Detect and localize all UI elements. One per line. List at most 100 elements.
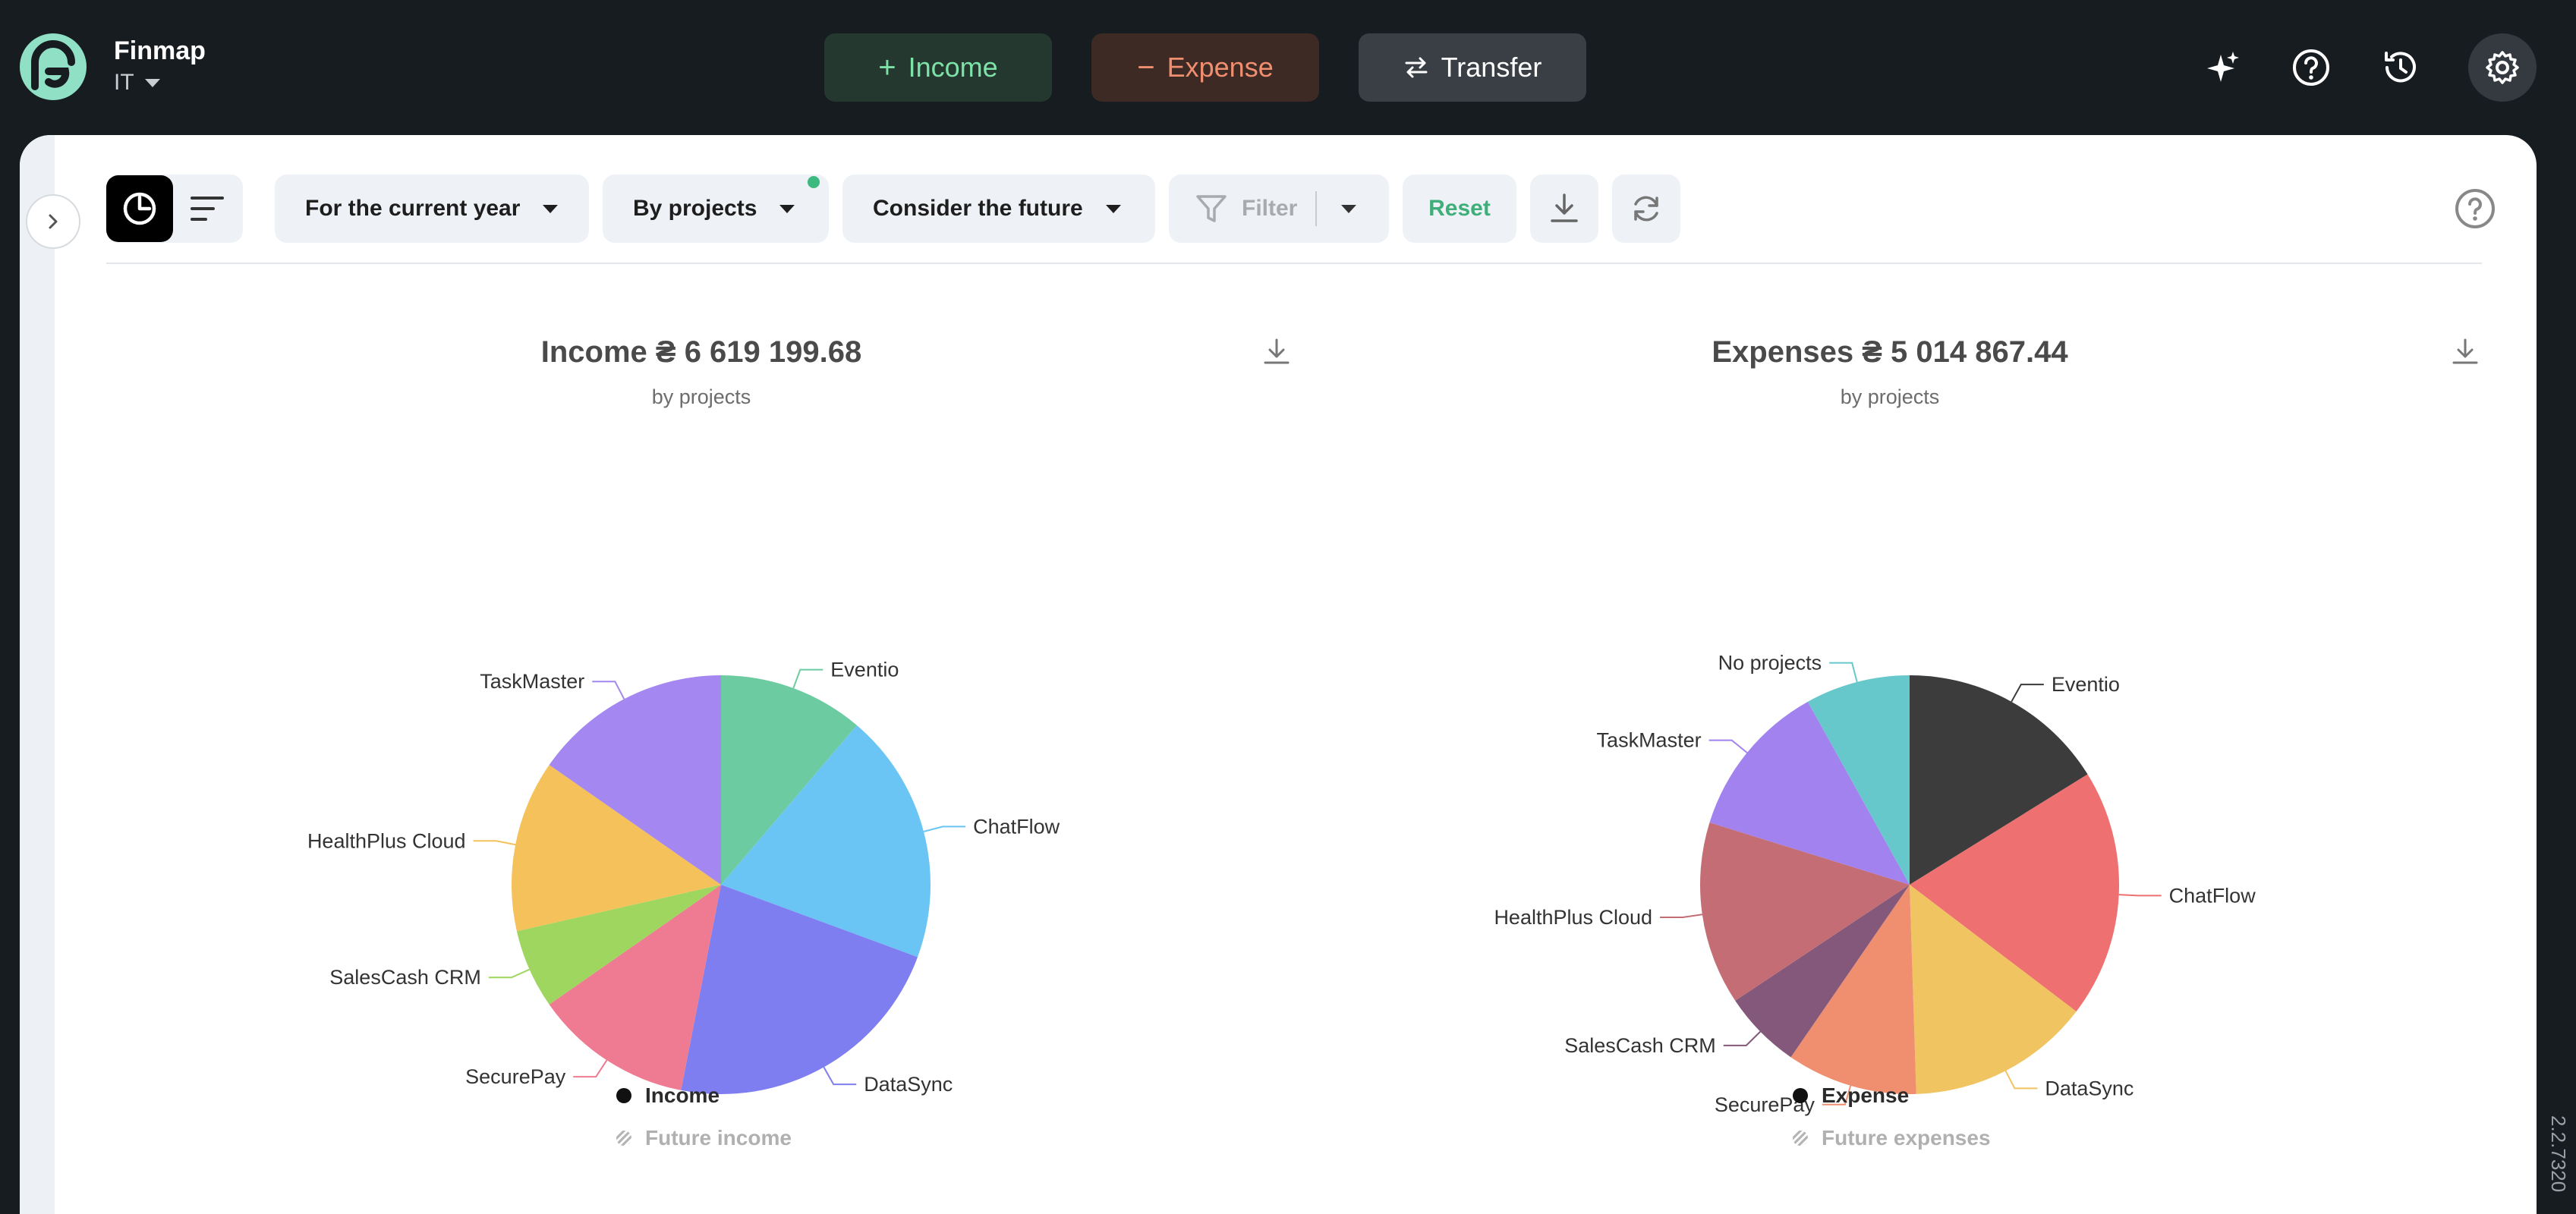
slice-label-no-projects: No projects [1718,652,1822,675]
pie-slice-healthplus-cloud[interactable] [512,765,721,932]
leader-line-securepay [573,1059,608,1078]
transfer-arrows-icon [1405,57,1428,78]
slice-label-taskmaster: TaskMaster [1597,729,1702,752]
expense-pie-chart: EventioChatFlowDataSyncSecurePaySalesCas… [1494,652,2256,1116]
leader-line-no-projects [1829,662,1858,683]
finmap-logo[interactable] [18,32,88,102]
add-expense-label: Expense [1167,52,1274,83]
income-pie-chart: Eventio ChatFlow DataSync SecurePay SalesCas… [307,659,1060,1096]
slice-label-healthplus-cloud: HealthPlus Cloud [1494,906,1652,929]
pie-slice-datasync[interactable] [681,885,918,1094]
legend-label-income: Income [645,1083,720,1107]
filter-divider [1315,191,1318,226]
active-indicator-dot [808,176,820,188]
legend-item-future-expenses[interactable]: Future expenses [1793,1117,1991,1159]
pie-slice-chatflow[interactable] [1910,774,2119,1012]
slice-label-eventio: Eventio [830,659,899,681]
chevron-down-icon [779,204,795,213]
refresh-icon [1634,196,1658,222]
leader-line-datasync [2004,1070,2038,1090]
leader-line-healthplus-cloud [1660,914,1702,918]
leader-line-taskmaster [592,681,625,700]
pie-chart-icon [123,192,156,225]
report-help-button[interactable] [2448,182,2502,235]
minus-icon: − [1137,50,1155,84]
grouping-dropdown[interactable]: By projects [603,175,829,243]
pie-slice-eventio[interactable] [1910,675,2088,885]
slice-label-healthplus-cloud: HealthPlus Cloud [307,829,466,852]
pie-slice-salescash-crm[interactable] [1735,885,1910,1058]
slice-label-salescash-crm: SalesCash CRM [329,966,481,989]
pie-slice-securepay[interactable] [1790,885,1916,1094]
view-switcher [106,175,243,243]
slice-label-datasync: DataSync [2045,1077,2134,1099]
pie-slice-no-projects[interactable] [1807,675,1910,885]
period-dropdown[interactable]: For the current year [275,175,589,243]
leader-line-taskmaster [1708,739,1748,753]
refresh-button[interactable] [1612,175,1680,243]
chevron-down-icon[interactable] [1341,204,1357,213]
add-expense-button[interactable]: − Expense [1091,33,1319,102]
period-label: For the current year [305,196,521,221]
leader-line-eventio [792,668,824,689]
legend-bullet [1793,1088,1808,1103]
bars-list-icon [191,197,224,221]
filter-button[interactable]: Filter [1169,175,1389,243]
settings-button[interactable] [2468,33,2537,102]
pie-slice-eventio[interactable] [721,675,857,885]
chevron-down-icon [543,204,559,213]
sparkle-icon [2207,52,2239,82]
pie-slice-securepay[interactable] [549,885,721,1090]
filter-label: Filter [1242,196,1298,221]
list-view-button[interactable] [173,175,241,242]
question-circle-icon [2293,49,2329,86]
slice-label-datasync: DataSync [864,1073,953,1096]
grouping-label: By projects [633,196,757,221]
legend-label-future-expenses: Future expenses [1822,1126,1991,1150]
workspace-selector[interactable]: IT [114,70,160,96]
pie-slice-datasync[interactable] [1910,885,2077,1094]
funnel-icon [1196,195,1227,222]
pie-slice-chatflow[interactable] [721,725,931,958]
legend-item-future-income[interactable]: Future income [616,1117,792,1159]
pie-view-button[interactable] [106,175,173,242]
pie-slice-healthplus-cloud[interactable] [1700,822,1910,1001]
top-bar: Finmap IT + Income − Expense Transfer [0,0,2576,135]
collapsed-sidebar [20,135,55,1214]
toolbar-divider [106,263,2482,264]
slice-label-chatflow: ChatFlow [973,815,1060,838]
legend-item-expense[interactable]: Expense [1793,1074,1991,1117]
pie-slice-taskmaster[interactable] [1709,701,1910,885]
income-chart-title: Income ₴ 6 619 199.68 [540,335,862,369]
slice-label-securepay: SecurePay [465,1065,566,1088]
pie-slice-salescash-crm[interactable] [516,885,721,1005]
leader-line-eventio [2011,684,2044,703]
download-icon [1551,193,1578,222]
slice-label-eventio: Eventio [2052,673,2120,696]
chevron-down-icon [144,78,160,87]
expense-chart-title: Expenses ₴ 5 014 867.44 [1712,335,2068,369]
legend-item-income[interactable]: Income [616,1074,792,1117]
leader-line-healthplus-cloud [473,840,516,846]
pie-slice-taskmaster[interactable] [549,675,721,885]
reset-button[interactable]: Reset [1403,175,1516,243]
add-income-label: Income [908,52,998,83]
future-dropdown[interactable]: Consider the future [842,175,1155,243]
brand-name: Finmap [114,36,206,65]
income-download-icon[interactable] [1261,337,1292,367]
future-label: Consider the future [873,196,1083,221]
version-label: 2.2.7320 [2547,1115,2570,1193]
ai-sparkle-button[interactable] [2193,38,2253,97]
add-transfer-button[interactable]: Transfer [1359,33,1586,102]
chevron-down-icon [1105,204,1121,213]
expense-download-icon[interactable] [2450,337,2480,367]
expand-sidebar-button[interactable] [26,194,80,249]
plus-icon: + [878,50,896,84]
question-circle-icon [2455,189,2495,228]
leader-line-salescash-crm [1723,1030,1761,1046]
leader-line-salescash-crm [488,968,531,979]
add-income-button[interactable]: + Income [824,33,1052,102]
download-report-button[interactable] [1530,175,1598,243]
help-button[interactable] [2282,38,2341,97]
history-button[interactable] [2371,38,2430,97]
